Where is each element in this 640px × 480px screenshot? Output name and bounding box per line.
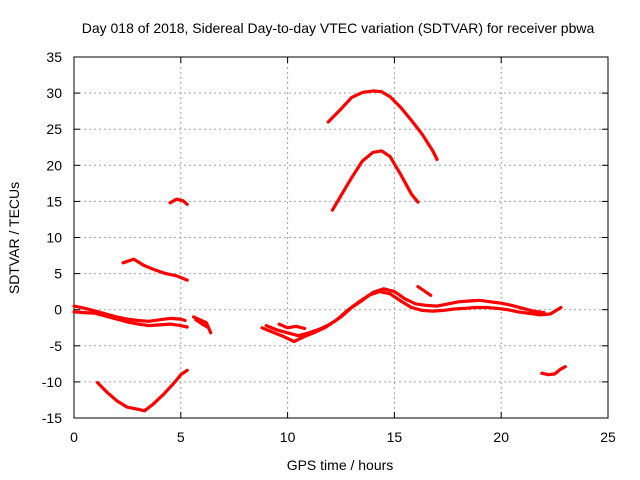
y-tick-label: 10 <box>46 230 62 246</box>
x-tick-label: 5 <box>177 429 185 445</box>
y-tick-label: 35 <box>46 49 62 65</box>
series-layer <box>72 89 567 413</box>
series-arc-upper-1 <box>326 89 439 162</box>
series-arc-low-1 <box>72 304 187 323</box>
y-tick-label: 5 <box>54 266 62 282</box>
x-tick-label: 15 <box>387 429 403 445</box>
x-tick-label: 25 <box>600 429 616 445</box>
series-arc-upper-2 <box>330 149 420 212</box>
x-tick-label: 20 <box>493 429 509 445</box>
chart-title: Day 018 of 2018, Sidereal Day-to-day VTE… <box>82 20 595 36</box>
y-tick-label: 15 <box>46 193 62 209</box>
series-arc-low-2 <box>72 310 189 329</box>
x-tick-label: 0 <box>70 429 78 445</box>
y-tick-label: -5 <box>50 338 63 354</box>
series-arc-main-b <box>264 287 546 338</box>
series-arc-10h <box>277 322 307 331</box>
grid-layer <box>74 57 608 418</box>
series-arc-descending-3h <box>121 257 189 282</box>
y-tick-label: 0 <box>54 302 62 318</box>
series-arc-mid-5h <box>168 197 189 206</box>
ticks-layer: 0 5 10 15 20 25 -15 -10 -5 0 5 10 15 20 25 30 35 <box>42 49 616 445</box>
x-tick-label: 10 <box>280 429 296 445</box>
series-arc-6h-b <box>192 315 213 335</box>
y-tick-label: -10 <box>42 374 62 390</box>
series-arc-main <box>260 290 563 344</box>
x-axis-label: GPS time / hours <box>287 457 394 473</box>
series-arc-negative-v <box>95 368 189 413</box>
y-tick-label: 25 <box>46 121 62 137</box>
y-tick-label: -15 <box>42 410 62 426</box>
y-axis-label: SDTVAR / TECUs <box>6 182 22 294</box>
series-arc-16h <box>416 285 433 297</box>
series-arc-22h <box>540 365 567 377</box>
y-tick-label: 30 <box>46 85 62 101</box>
y-tick-label: 20 <box>46 157 62 173</box>
